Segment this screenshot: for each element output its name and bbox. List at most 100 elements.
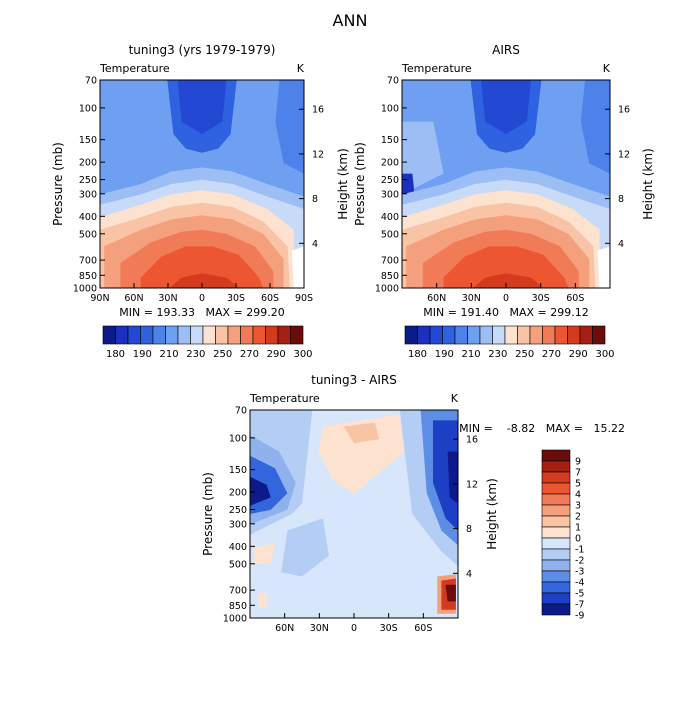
panel1-height-ticks: 4 8 12 16 [299, 105, 324, 250]
panel1-pressure-tick-label: 300 [79, 189, 97, 200]
panel3-colorbar-label: -4 [575, 578, 584, 589]
panel2-pressure-tick-label: 500 [381, 229, 399, 240]
panel3-pressure-tick-label: 70 [235, 406, 247, 417]
panel2-pressure-tick-label: 300 [381, 189, 399, 200]
panel3-stats: MIN = -8.82 MAX = 15.22 [459, 422, 625, 435]
panel1-pressure-tick-label: 250 [79, 175, 97, 186]
panel3-contour-band [250, 476, 271, 506]
panel2-lat-tick-label: 60N [427, 293, 446, 304]
panel3-height-tick-label: 12 [466, 479, 478, 490]
panel3-colorbar-label: 5 [575, 479, 581, 490]
panel2-colorbar-label: 250 [515, 349, 534, 360]
panel2-colorbar-swatch [579, 325, 593, 345]
panel2-lat-tick-label: 30S [532, 293, 550, 304]
panel1-colorbar-swatch [202, 325, 216, 345]
panel1-colorbar-swatch [165, 325, 179, 345]
panel3-colorbar-label: 0 [575, 534, 581, 545]
panel3-colorbar-swatch [541, 581, 571, 594]
panel2-field [402, 80, 610, 288]
panel3-colorbar-swatch [541, 570, 571, 583]
panel1-contour-band [169, 273, 239, 288]
panel1-colorbar: 180 190 210 230 250 270 290 300 [102, 325, 313, 360]
panel1-colorbar-swatch [152, 325, 166, 345]
panel1-height-tick-label: 16 [312, 105, 324, 116]
panel1-colorbar-swatch [190, 325, 204, 345]
panel2-height-tick-label: 4 [618, 239, 624, 250]
panel2-contour-band [481, 80, 531, 135]
panel1-pressure-tick-label: 850 [79, 271, 97, 282]
panel3-pressure-tick-label: 1000 [223, 614, 247, 625]
panel2-colorbar-label: 290 [569, 349, 588, 360]
panel3-pressure-tick-label: 300 [229, 519, 247, 530]
panel2-ylabel: Pressure (mb) [353, 142, 367, 226]
panel2-colorbar: 180 190 210 230 250 270 290 300 [404, 325, 615, 360]
panel1-lat-tick-label: 30N [158, 293, 177, 304]
panel2-stats: MIN = 191.40 MAX = 299.12 [423, 306, 588, 319]
panel1-pressure-tick-label: 200 [79, 158, 97, 169]
panel2-colorbar-swatch [479, 325, 493, 345]
panel1-y2label: Height (km) [336, 148, 350, 219]
panel3-colorbar-label: -7 [575, 600, 584, 611]
panel3-pressure-tick-label: 200 [229, 488, 247, 499]
panel1-lat-ticks: 90N 60N 30N 0 30S 60S 90S [90, 283, 313, 304]
panel3-colorbar-swatch [541, 460, 571, 473]
panel3-colorbar-swatch [541, 449, 571, 462]
panel1-colorbar-label: 190 [133, 349, 152, 360]
panel-difference: tuning3 - AIRS Temperature K 70100150200… [201, 373, 625, 634]
panel1-height-tick-label: 12 [312, 149, 324, 160]
panel3-pressure-tick-label: 700 [229, 586, 247, 597]
panel2-colorbar-swatch [442, 325, 456, 345]
panel3-colorbar-swatch [541, 548, 571, 561]
panel1-pressure-tick-label: 700 [79, 256, 97, 267]
panel3-colorbar-swatch [541, 504, 571, 517]
panel3-lat-tick-label: 60N [275, 623, 294, 634]
panel3-lat-ticks: 60N 30N 0 30S 60S [275, 613, 432, 634]
panel2-units-label: K [603, 62, 611, 75]
panel3-colorbar-swatch [541, 559, 571, 572]
panel3-height-ticks: 4 8 12 16 [453, 435, 478, 580]
panel3-lat-tick-label: 60S [414, 623, 432, 634]
panel3-colorbar-label: 1 [575, 523, 581, 534]
panel2-contour-band [443, 246, 569, 288]
panel2-contour-band [580, 80, 610, 174]
panel3-contour-band [445, 584, 456, 602]
panel1-lat-tick-label: 60S [261, 293, 279, 304]
panel2-contour-band [597, 246, 610, 288]
panel1-pressure-tick-label: 100 [79, 103, 97, 114]
panel2-pressure-tick-label: 1000 [375, 284, 399, 295]
panel1-colorbar-swatch [177, 325, 191, 345]
panel3-y2label: Height (km) [485, 478, 499, 549]
panel2-title: AIRS [492, 43, 520, 57]
panel1-title: tuning3 (yrs 1979-1979) [129, 43, 276, 57]
panel2-contour-band [472, 273, 544, 288]
panel2-colorbar-swatch [504, 325, 518, 345]
panel2-lat-tick-label: 60S [566, 293, 584, 304]
panel3-pressure-tick-label: 500 [229, 559, 247, 570]
panel2-colorbar-swatch [567, 325, 581, 345]
panel3-colorbar-label: -3 [575, 567, 584, 578]
panel2-colorbar-swatch [429, 325, 443, 345]
panel1-colorbar-label: 270 [240, 349, 259, 360]
panel2-colorbar-swatch [529, 325, 543, 345]
panel2-colorbar-swatch [454, 325, 468, 345]
panel2-colorbar-label: 190 [435, 349, 454, 360]
panel3-colorbar-swatch [541, 592, 571, 605]
panel1-colorbar-label: 250 [213, 349, 232, 360]
panel2-colorbar-label: 180 [408, 349, 427, 360]
panel2-colorbar-label: 270 [542, 349, 561, 360]
panel1-lat-tick-label: 30S [227, 293, 245, 304]
panel3-pressure-tick-label: 250 [229, 505, 247, 516]
panel1-contour-band [291, 246, 304, 288]
panel2-lat-ticks: 60N 30N 0 30S 60S [427, 283, 584, 304]
panel2-colorbar-swatch [592, 325, 606, 345]
panel1-colorbar-swatch [127, 325, 141, 345]
panel3-colorbar-swatch [541, 526, 571, 539]
panel3-colorbar-swatch [541, 603, 571, 616]
panel2-colorbar-label: 210 [462, 349, 481, 360]
panel3-colorbar-swatch [541, 493, 571, 506]
panel3-height-tick-label: 16 [466, 435, 478, 446]
panel1-colorbar-swatch [240, 325, 254, 345]
panel1-lat-tick-label: 60N [124, 293, 143, 304]
